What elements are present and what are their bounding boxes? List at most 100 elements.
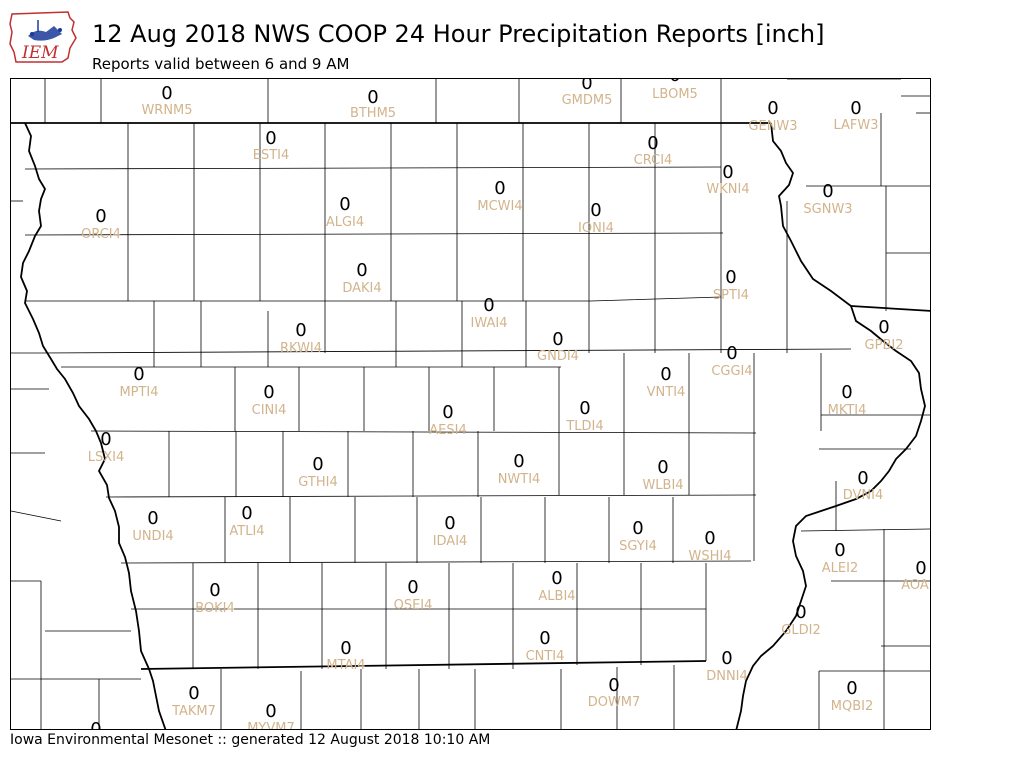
station-value: 0	[878, 317, 889, 338]
iem-logo: IEM	[8, 8, 78, 66]
footer-text: Iowa Environmental Mesonet :: generated …	[10, 732, 491, 748]
precipitation-map[interactable]: 0 WRNM5 0 BTHM5 0 GMDM5 0 LBOM5 0 GENW3 0 LAFW3 0 EST…	[10, 78, 931, 730]
station-value: 0	[850, 98, 861, 119]
station-id-label: DAKI4	[342, 281, 381, 296]
station-value: 0	[209, 580, 220, 601]
station-id-label: GMDM5	[562, 93, 613, 108]
station-id-label: IONI4	[578, 221, 614, 236]
station-value: 0	[669, 78, 680, 86]
station-id-label: WLBI4	[642, 478, 683, 493]
station-value: 0	[241, 503, 252, 524]
station-id-label: MQBI2	[831, 699, 873, 714]
station-value: 0	[834, 540, 845, 561]
station-value: 0	[822, 181, 833, 202]
station-value: 0	[721, 648, 732, 669]
station-value: 0	[726, 343, 737, 364]
station-unnamed[interactable]: 0	[90, 719, 101, 730]
station-value: 0	[367, 87, 378, 108]
station-value: 0	[265, 128, 276, 149]
station-id-label: TLDI4	[565, 419, 603, 434]
station-value: 0	[841, 382, 852, 403]
station-value: 0	[95, 206, 106, 227]
station-value: 0	[295, 320, 306, 341]
station-id-label: WRNM5	[141, 103, 192, 118]
page-title: 12 Aug 2018 NWS COOP 24 Hour Precipitati…	[92, 20, 825, 48]
station-value: 0	[340, 638, 351, 659]
station-value: 0	[660, 364, 671, 385]
station-id-label: MKTI4	[828, 403, 867, 418]
station-labels: 0WRNM50BTHM50GMDM50LBOM50GENW30LAFW30EST…	[81, 78, 929, 730]
station-id-label: IWAI4	[471, 316, 508, 331]
station-value: 0	[513, 451, 524, 472]
station-value: 0	[608, 675, 619, 696]
station-id-label: GNDI4	[537, 349, 579, 364]
station-value: 0	[552, 329, 563, 350]
station-value: 0	[188, 683, 199, 704]
station-id-label: RKWI4	[280, 341, 322, 356]
station-id-label: LBOM5	[652, 87, 698, 102]
station-id-label: SGNW3	[803, 202, 852, 217]
station-value: 0	[312, 454, 323, 475]
station-value: 0	[444, 513, 455, 534]
station-value: 0	[581, 78, 592, 94]
station-value: 0	[579, 398, 590, 419]
station-id-label: GPBI2	[865, 338, 904, 353]
header: IEM 12 Aug 2018 NWS COOP 24 Hour Precipi…	[0, 0, 1024, 78]
station-id-label: ALBI4	[538, 589, 575, 604]
map-canvas[interactable]: 0WRNM50BTHM50GMDM50LBOM50GENW30LAFW30EST…	[10, 78, 931, 730]
station-value: 0	[767, 98, 778, 119]
station-id-label: BTHM5	[350, 106, 396, 121]
station-id-label: SPTI4	[713, 288, 749, 303]
